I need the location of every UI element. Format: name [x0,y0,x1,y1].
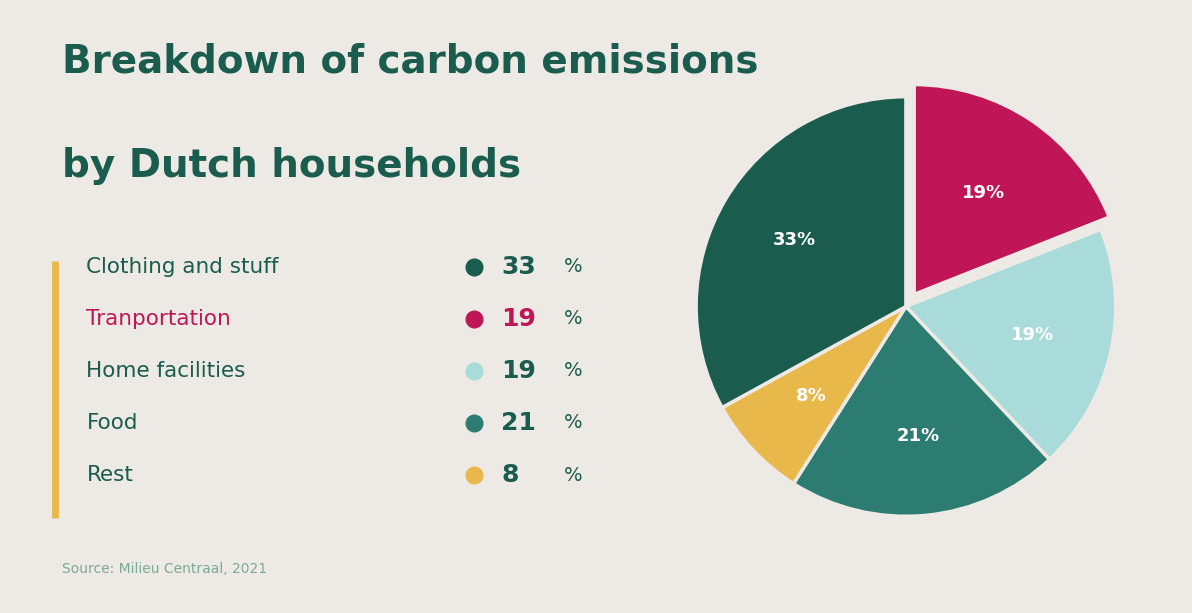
Text: Home facilities: Home facilities [86,361,246,381]
Text: Source: Milieu Centraal, 2021: Source: Milieu Centraal, 2021 [62,562,267,576]
Wedge shape [722,306,906,484]
Text: %: % [564,257,582,276]
Text: %: % [564,362,582,380]
Text: Breakdown of carbon emissions: Breakdown of carbon emissions [62,43,759,81]
Text: 19: 19 [501,359,536,383]
Text: Clothing and stuff: Clothing and stuff [86,257,279,276]
Text: 33: 33 [501,254,536,279]
Wedge shape [794,306,1049,516]
Text: 21: 21 [501,411,536,435]
Text: 8: 8 [501,463,519,487]
Text: 19%: 19% [962,184,1005,202]
Text: %: % [564,466,582,484]
Text: by Dutch households: by Dutch households [62,147,521,185]
Text: %: % [564,310,582,328]
Text: Food: Food [86,413,138,433]
Wedge shape [914,85,1110,294]
Text: 33%: 33% [772,231,815,249]
Wedge shape [696,97,906,408]
Text: Rest: Rest [86,465,134,485]
Text: 19%: 19% [1011,326,1055,344]
Text: 21%: 21% [896,427,939,445]
Text: 8%: 8% [796,387,826,405]
Wedge shape [906,229,1116,459]
Text: %: % [564,414,582,432]
Text: Tranportation: Tranportation [86,309,231,329]
Text: 19: 19 [501,306,536,331]
